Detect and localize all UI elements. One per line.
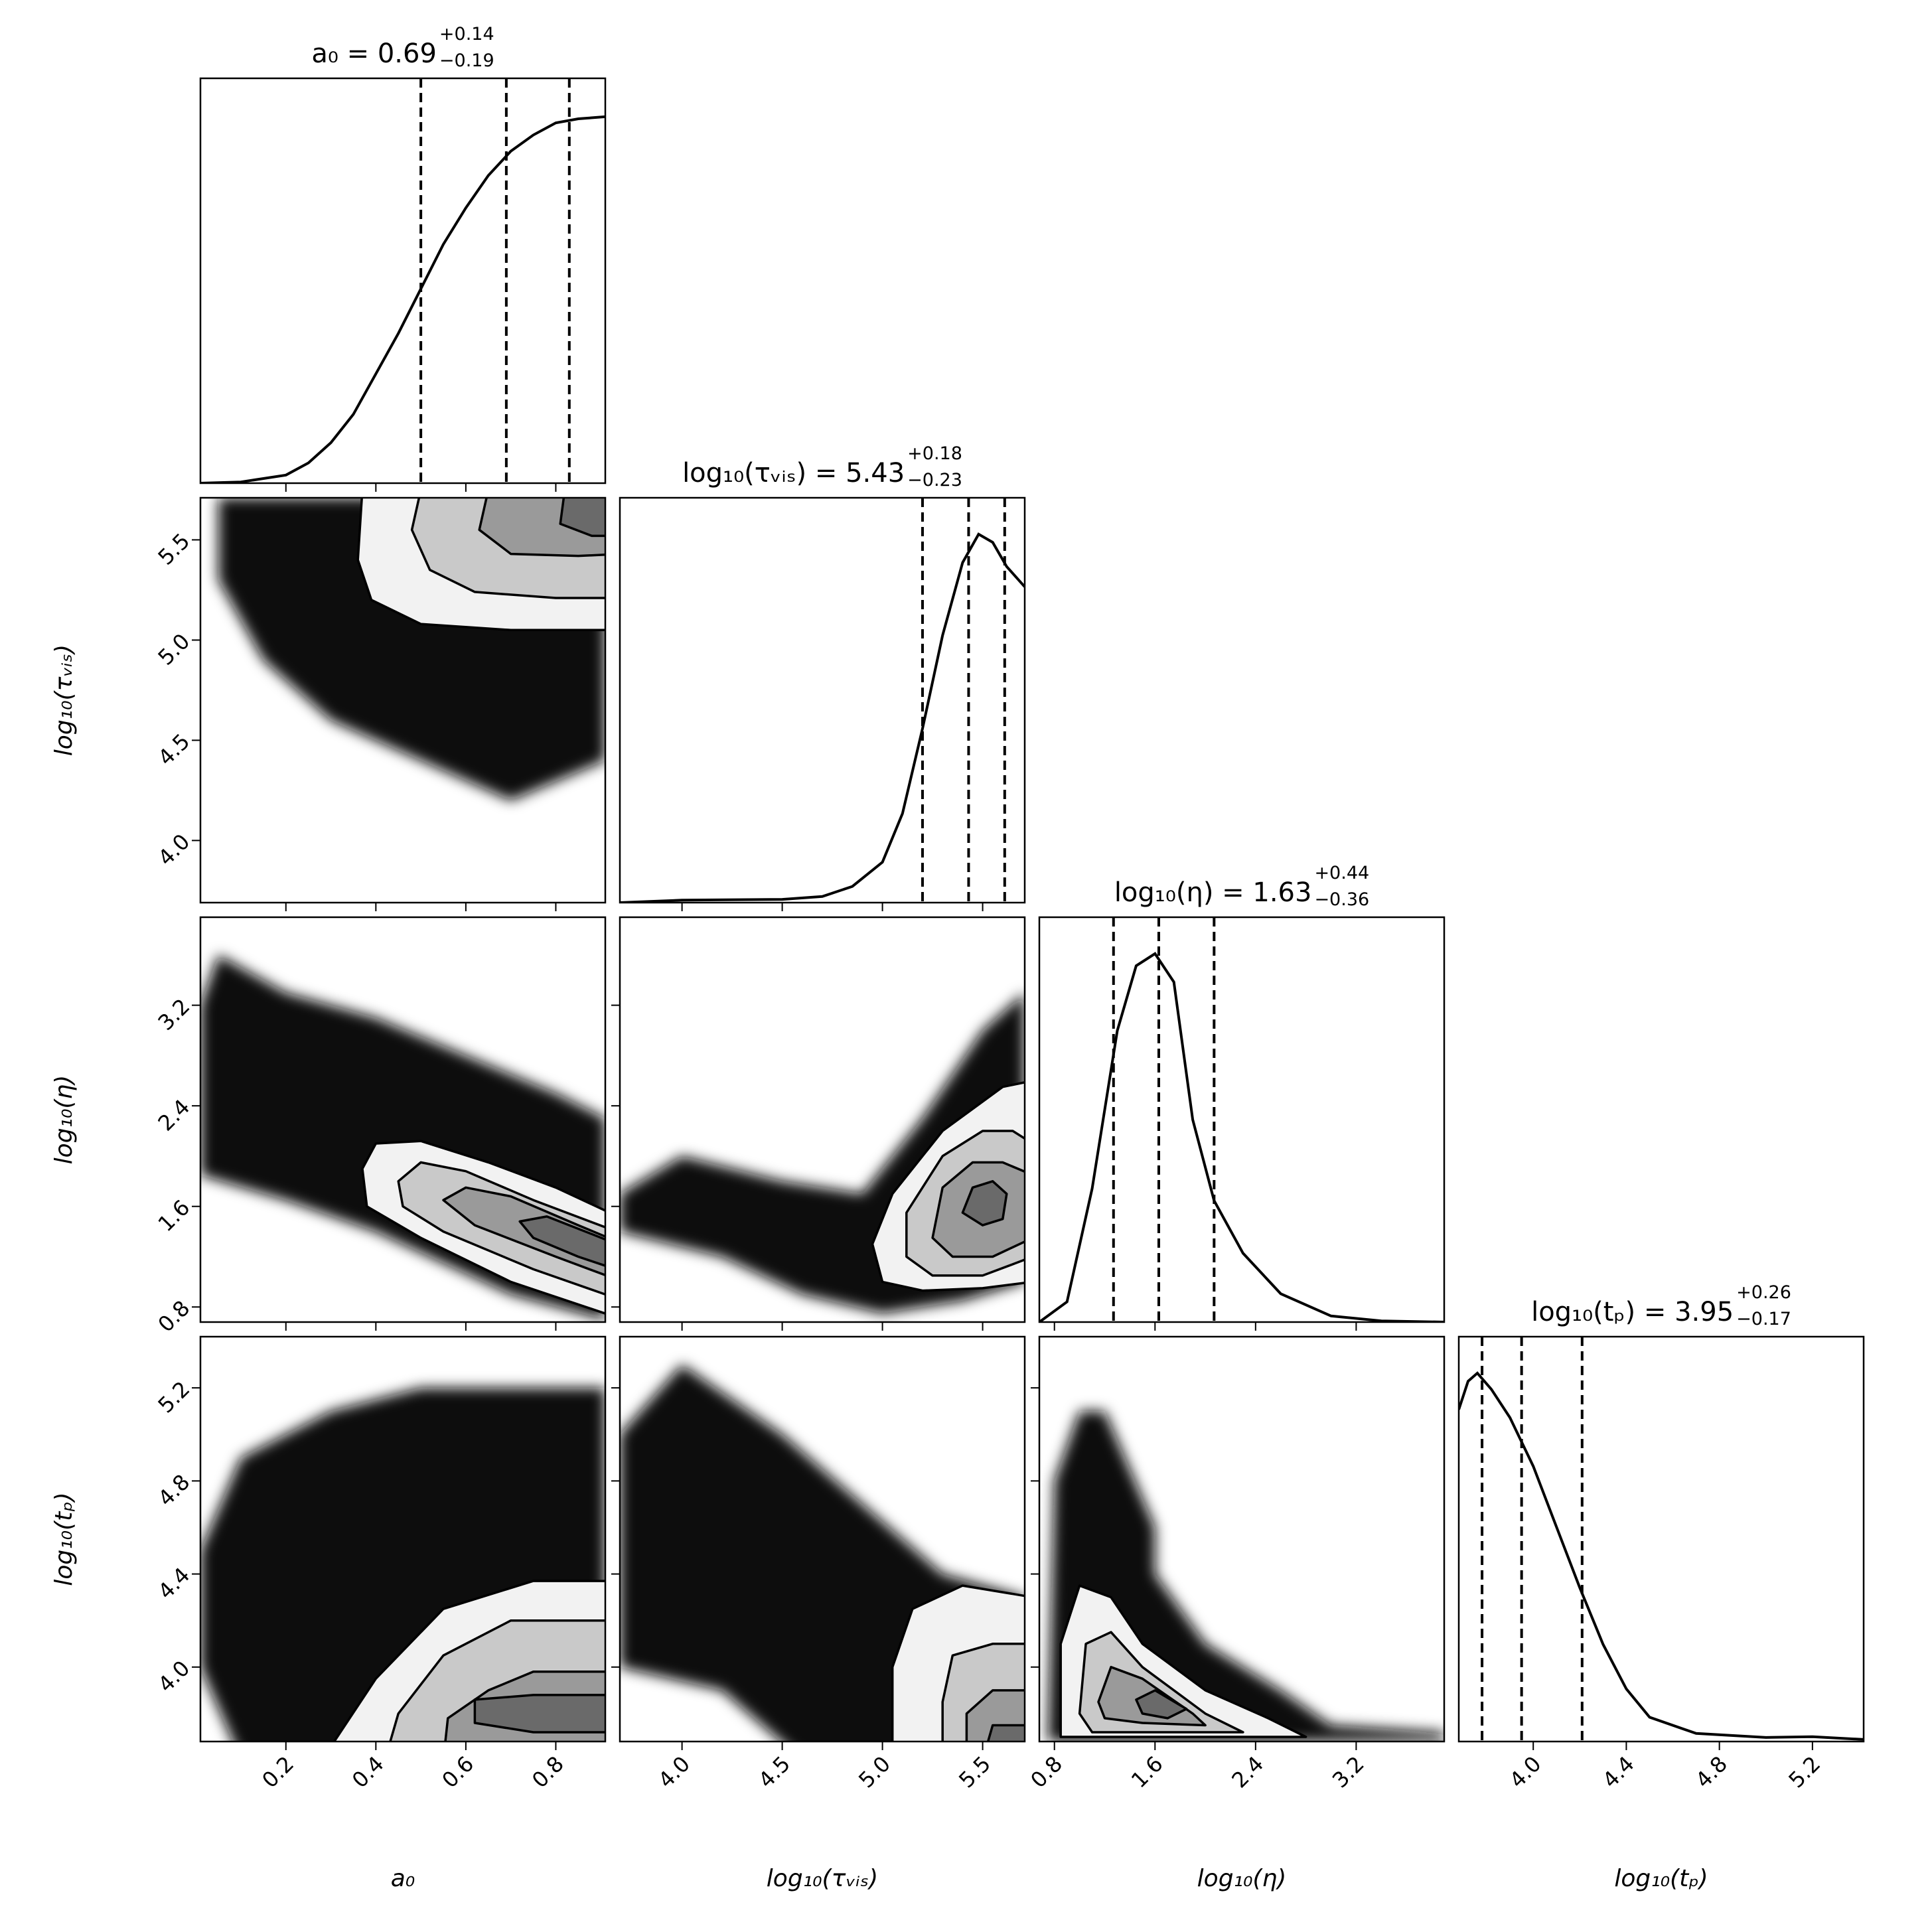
title-upper: +0.26: [1736, 1282, 1791, 1303]
y-tick-label: 4.5: [153, 729, 195, 771]
contour: [442, 1186, 605, 1277]
contour: [518, 1215, 605, 1267]
density-curve: [1459, 1371, 1864, 1741]
contour: [986, 1724, 1025, 1742]
panel-frame: [1038, 916, 1446, 1323]
panel-frame: [619, 1335, 1026, 1743]
x-tick-label: 4.0: [653, 1751, 695, 1793]
x-tick-label: 0.2: [257, 1751, 299, 1793]
x-tick-label: 0.6: [437, 1751, 479, 1793]
x-tick-label: 4.8: [1690, 1751, 1732, 1793]
y-tick-label: 0.8: [153, 1296, 195, 1337]
title-text: a₀ = 0.69: [311, 38, 437, 69]
panel-frame: [619, 916, 1026, 1323]
panel: [620, 992, 1025, 1313]
panel: [620, 498, 1025, 903]
y-tick-label: 4.0: [153, 829, 195, 871]
contour: [1135, 1689, 1188, 1720]
x-tick-label: 5.2: [1783, 1751, 1825, 1793]
y-tick-label: 1.6: [153, 1195, 195, 1236]
density-curve: [1039, 952, 1444, 1322]
panel: [200, 954, 605, 1320]
panel: [1039, 917, 1444, 1322]
x-tick-label: 5.0: [854, 1751, 895, 1793]
panel: [1048, 1411, 1444, 1742]
title-text: log₁₀(η) = 1.63: [1114, 877, 1312, 908]
y-tick-label: 4.0: [153, 1655, 195, 1697]
panel-frame: [199, 77, 607, 484]
title-lower: −0.17: [1736, 1309, 1791, 1329]
panel-frame: [199, 916, 607, 1323]
y-tick-label: 4.8: [153, 1469, 195, 1511]
x-axis-label: log₁₀(tₚ): [1614, 1865, 1708, 1892]
y-tick-label: 3.2: [153, 994, 195, 1035]
panel: [200, 78, 605, 483]
y-tick-label: 5.5: [153, 528, 195, 570]
density-curve: [620, 532, 1025, 903]
x-axis-label: log₁₀(η): [1197, 1865, 1287, 1892]
contour: [473, 1694, 605, 1734]
x-tick-label: 2.4: [1226, 1751, 1268, 1793]
density-curve: [200, 115, 605, 483]
title-lower: −0.23: [907, 470, 962, 490]
y-tick-label: 5.0: [153, 629, 195, 670]
panel: [620, 1365, 1025, 1742]
title-text: log₁₀(τᵥᵢₛ) = 5.43: [682, 458, 905, 488]
x-tick-label: 5.5: [954, 1751, 996, 1793]
panel-title: log₁₀(τᵥᵢₛ) = 5.43+0.18 −0.23: [682, 443, 962, 490]
panel-title: log₁₀(η) = 1.63+0.44 −0.36: [1114, 863, 1369, 910]
x-tick-label: 4.5: [753, 1751, 795, 1793]
panel: [200, 1388, 605, 1742]
panel-title: log₁₀(tₚ) = 3.95+0.26 −0.17: [1531, 1282, 1791, 1329]
x-tick-label: 3.2: [1327, 1751, 1369, 1793]
panel: [1459, 1337, 1864, 1742]
panel-title: a₀ = 0.69+0.14 −0.19: [311, 24, 494, 71]
x-tick-label: 1.6: [1126, 1751, 1168, 1793]
title-text: log₁₀(tₚ) = 3.95: [1531, 1297, 1734, 1327]
title-lower: −0.36: [1314, 889, 1369, 910]
title-lower: −0.19: [439, 50, 494, 71]
y-axis-label: log₁₀(τᵥᵢₛ): [50, 644, 78, 756]
y-axis-label: log₁₀(η): [50, 1075, 78, 1165]
title-upper: +0.44: [1314, 863, 1369, 883]
x-tick-label: 0.8: [1025, 1751, 1067, 1793]
panel-frame: [1457, 1335, 1865, 1743]
contour: [961, 1180, 1008, 1226]
panel-frame: [199, 496, 607, 904]
x-axis-label: log₁₀(τᵥᵢₛ): [767, 1865, 878, 1892]
y-tick-label: 4.4: [153, 1562, 195, 1604]
x-axis-label: a₀: [391, 1865, 415, 1892]
title-upper: +0.14: [439, 24, 494, 44]
y-tick-label: 5.2: [153, 1376, 195, 1418]
title-upper: +0.18: [907, 443, 962, 464]
x-tick-label: 0.4: [347, 1751, 389, 1793]
panel-frame: [199, 1335, 607, 1743]
x-tick-label: 4.4: [1598, 1751, 1639, 1793]
contour: [559, 498, 605, 538]
y-axis-label: log₁₀(tₚ): [50, 1492, 78, 1586]
y-tick-label: 2.4: [153, 1094, 195, 1136]
panel-frame: [619, 496, 1026, 904]
panel: [218, 498, 605, 800]
x-tick-label: 0.8: [527, 1751, 569, 1793]
x-tick-label: 4.0: [1505, 1751, 1546, 1793]
panel-frame: [1038, 1335, 1446, 1743]
